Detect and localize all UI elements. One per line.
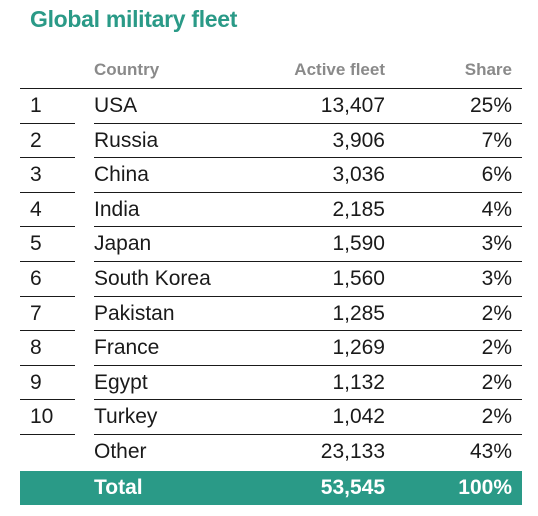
fleet-cell: 1,269 xyxy=(332,336,385,360)
table-row: 4 India 2,185 4% xyxy=(20,193,522,228)
fleet-cell: 1,590 xyxy=(332,232,385,256)
country-cell: USA xyxy=(94,94,138,117)
country-cell: South Korea xyxy=(94,266,211,290)
row-divider xyxy=(94,157,522,159)
country-cell: Pakistan xyxy=(94,301,175,325)
row-divider xyxy=(20,295,75,297)
country-cell: France xyxy=(94,336,160,360)
fleet-cell: 3,906 xyxy=(332,128,385,152)
table-body: 1 USA 13,407 25% 2 Russia 3,906 7% 3 China 3,036 6%… xyxy=(20,89,522,470)
row-divider xyxy=(94,399,522,401)
table-row: 1 USA 13,407 25% xyxy=(20,89,522,124)
total-label: Total xyxy=(94,475,143,499)
fleet-table: Country Active fleet Share 1 USA 13,407 25%… xyxy=(20,56,522,505)
country-cell: Turkey xyxy=(94,405,158,429)
table-header: Country Active fleet Share xyxy=(20,56,522,89)
rank-cell: 2 xyxy=(30,128,42,152)
row-divider xyxy=(94,364,522,366)
share-cell: 6% xyxy=(481,163,512,187)
row-divider xyxy=(94,122,522,124)
share-cell: 4% xyxy=(481,197,512,221)
rank-cell: 6 xyxy=(30,266,42,290)
row-divider xyxy=(94,260,522,262)
share-cell: 25% xyxy=(469,94,512,117)
rank-cell: 7 xyxy=(30,301,42,325)
share-cell: 3% xyxy=(481,232,512,256)
share-cell: 7% xyxy=(481,128,512,152)
fleet-cell: 1,132 xyxy=(332,370,385,394)
table-row: 5 Japan 1,590 3% xyxy=(20,227,522,262)
fleet-cell: 23,133 xyxy=(320,439,385,463)
fleet-cell: 13,407 xyxy=(320,94,385,117)
share-cell: 3% xyxy=(481,266,512,290)
total-fleet: 53,545 xyxy=(320,475,385,499)
row-divider xyxy=(20,330,75,332)
fleet-cell: 3,036 xyxy=(332,163,385,187)
row-divider xyxy=(94,191,522,193)
row-divider xyxy=(94,330,522,332)
country-cell: India xyxy=(94,197,140,221)
country-cell: Russia xyxy=(94,128,159,152)
fleet-cell: 1,285 xyxy=(332,301,385,325)
row-divider xyxy=(94,295,522,297)
row-divider xyxy=(20,433,75,435)
table-row: 7 Pakistan 1,285 2% xyxy=(20,297,522,332)
row-divider xyxy=(20,364,75,366)
row-divider xyxy=(20,191,75,193)
row-divider xyxy=(20,226,75,228)
row-divider xyxy=(94,226,522,228)
table-row: 2 Russia 3,906 7% xyxy=(20,124,522,159)
total-row: Total 53,545 100% xyxy=(20,470,522,505)
country-cell: Egypt xyxy=(94,370,148,394)
table-title: Global military fleet xyxy=(30,6,238,32)
share-cell: 2% xyxy=(481,301,512,325)
table-row: 6 South Korea 1,560 3% xyxy=(20,262,522,297)
share-cell: 2% xyxy=(481,405,512,429)
rank-cell: 8 xyxy=(30,336,42,360)
rank-cell: 3 xyxy=(30,163,42,187)
rank-cell: 5 xyxy=(30,232,42,256)
row-divider xyxy=(94,433,522,435)
total-share: 100% xyxy=(458,475,512,499)
country-cell: Other xyxy=(94,439,147,463)
fleet-cell: 1,042 xyxy=(332,405,385,429)
table-row: 8 France 1,269 2% xyxy=(20,331,522,366)
country-cell: Japan xyxy=(94,232,152,256)
share-cell: 2% xyxy=(481,336,512,360)
header-share: Share xyxy=(464,60,512,79)
rank-cell: 1 xyxy=(30,94,42,117)
row-divider xyxy=(20,399,75,401)
share-cell: 2% xyxy=(481,370,512,394)
rank-cell: 9 xyxy=(30,370,42,394)
table-row: 3 China 3,036 6% xyxy=(20,158,522,193)
header-country: Country xyxy=(94,60,160,79)
row-divider xyxy=(20,260,75,262)
fleet-cell: 2,185 xyxy=(332,197,385,221)
header-active-fleet: Active fleet xyxy=(294,60,385,79)
row-divider xyxy=(20,122,75,124)
table-row: 10 Turkey 1,042 2% xyxy=(20,400,522,435)
share-cell: 43% xyxy=(469,439,512,463)
rank-cell: 4 xyxy=(30,197,42,221)
table-row: Other 23,133 43% xyxy=(20,435,522,470)
rank-cell: 10 xyxy=(30,405,54,429)
fleet-cell: 1,560 xyxy=(332,266,385,290)
row-divider xyxy=(20,157,75,159)
country-cell: China xyxy=(94,163,149,187)
table-row: 9 Egypt 1,132 2% xyxy=(20,366,522,401)
